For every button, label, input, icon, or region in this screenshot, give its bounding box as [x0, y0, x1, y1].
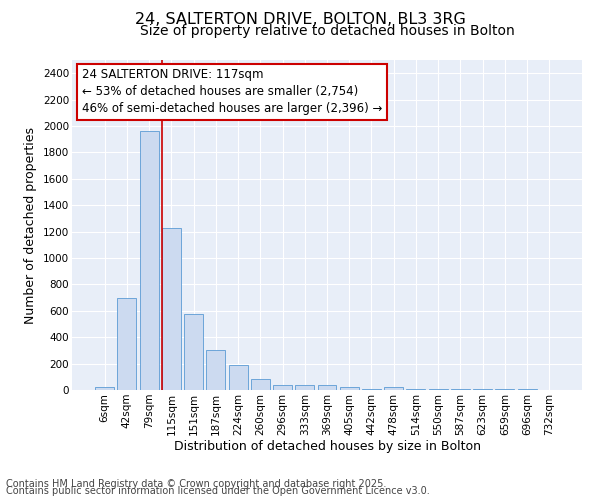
Text: Contains HM Land Registry data © Crown copyright and database right 2025.: Contains HM Land Registry data © Crown c… — [6, 479, 386, 489]
Bar — [317, 386, 337, 390]
Bar — [184, 314, 203, 390]
Bar — [118, 298, 136, 390]
Bar — [273, 384, 292, 390]
Title: Size of property relative to detached houses in Bolton: Size of property relative to detached ho… — [140, 24, 514, 38]
Bar — [229, 365, 248, 390]
Bar — [140, 132, 158, 390]
Bar — [340, 388, 359, 390]
Text: 24, SALTERTON DRIVE, BOLTON, BL3 3RG: 24, SALTERTON DRIVE, BOLTON, BL3 3RG — [134, 12, 466, 28]
Text: 24 SALTERTON DRIVE: 117sqm
← 53% of detached houses are smaller (2,754)
46% of s: 24 SALTERTON DRIVE: 117sqm ← 53% of deta… — [82, 68, 383, 116]
Bar — [251, 380, 270, 390]
Y-axis label: Number of detached properties: Number of detached properties — [25, 126, 37, 324]
Bar — [95, 388, 114, 390]
Bar — [162, 228, 181, 390]
X-axis label: Distribution of detached houses by size in Bolton: Distribution of detached houses by size … — [173, 440, 481, 454]
Bar — [295, 386, 314, 390]
Text: Contains public sector information licensed under the Open Government Licence v3: Contains public sector information licen… — [6, 486, 430, 496]
Bar — [384, 388, 403, 390]
Bar — [206, 350, 225, 390]
